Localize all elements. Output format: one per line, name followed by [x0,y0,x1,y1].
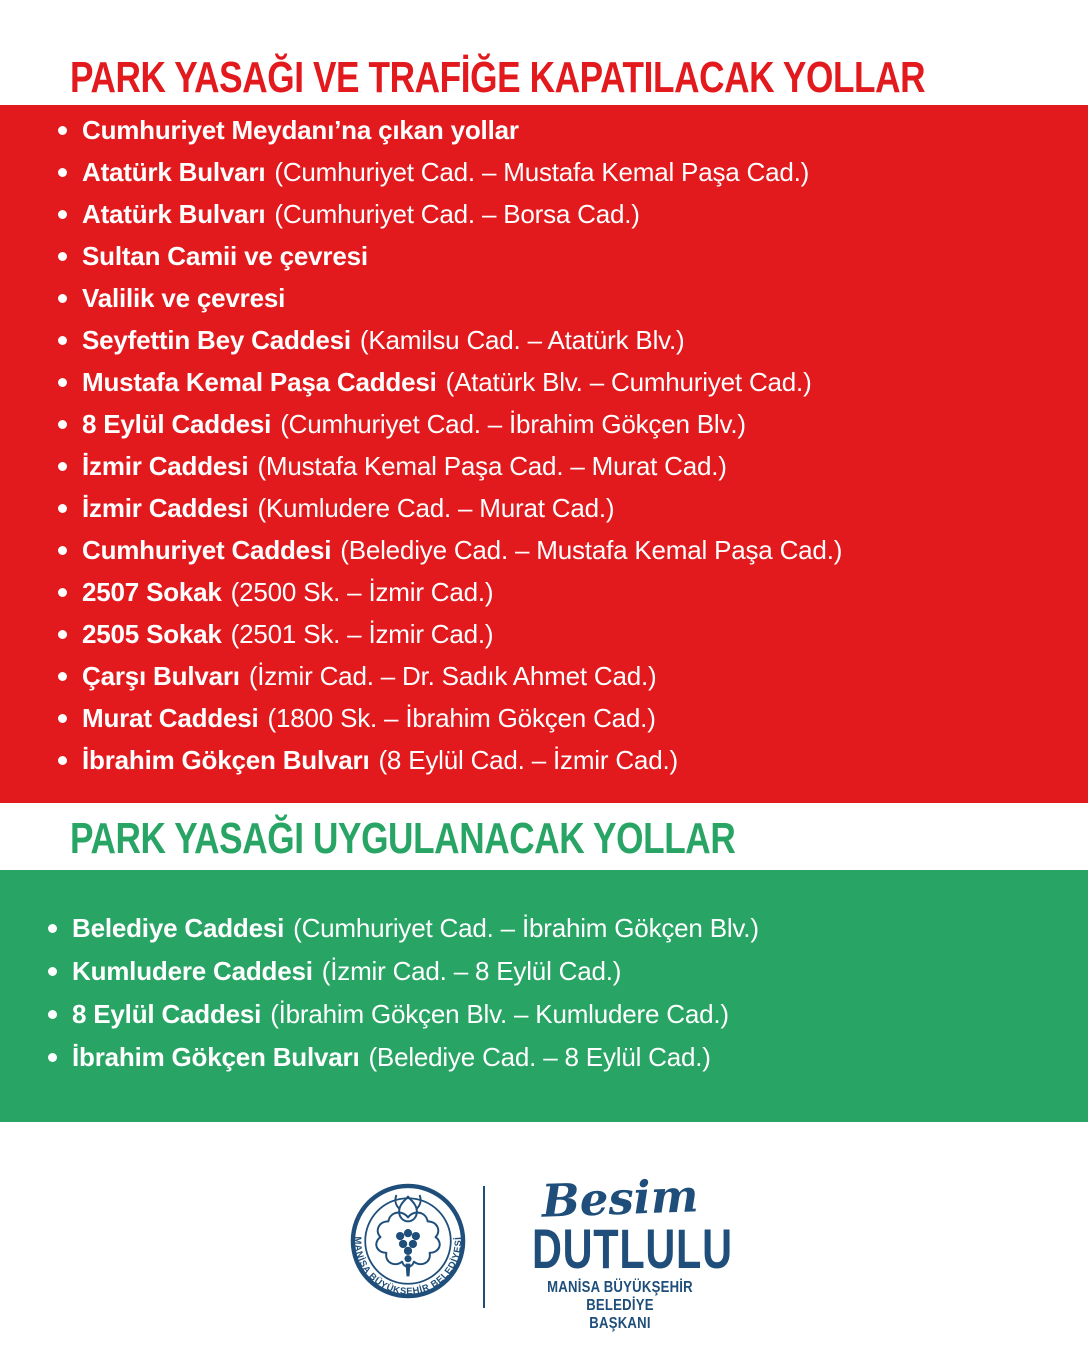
road-detail: (Cumhuriyet Cad. – Borsa Cad.) [274,198,640,229]
bullet-icon [58,335,67,345]
footer-divider [483,1186,485,1308]
road-item: 2505 Sokak (2501 Sk. – İzmir Cad.) [58,613,1064,655]
road-item: İzmir Caddesi (Mustafa Kemal Paşa Cad. –… [58,445,1064,487]
road-name: Cumhuriyet Caddesi [82,534,332,565]
mayor-title-line2: BAŞKANI [589,1315,651,1333]
road-name: Murat Caddesi [82,702,259,733]
road-name: 8 Eylül Caddesi [82,408,272,439]
road-item: İzmir Caddesi (Kumludere Cad. – Murat Ca… [58,487,1064,529]
road-item: Cumhuriyet Meydanı’na çıkan yollar [58,109,1064,151]
road-detail: (İzmir Cad. – Dr. Sadık Ahmet Cad.) [248,660,657,691]
parkban-roads-title: PARK YASAĞI UYGULANACAK YOLLAR [70,814,736,863]
road-detail: (İzmir Cad. – 8 Eylül Cad.) [321,956,622,986]
road-detail: (Kumludere Cad. – Murat Cad.) [257,492,615,523]
road-name: Çarşı Bulvarı [82,660,240,691]
road-name: Mustafa Kemal Paşa Caddesi [82,366,437,397]
bullet-icon [48,924,57,933]
road-name: 2507 Sokak [82,576,222,607]
road-item: 8 Eylül Caddesi (Cumhuriyet Cad. – İbrah… [58,403,1064,445]
road-name: Kumludere Caddesi [72,956,313,986]
bullet-icon [48,1010,57,1019]
road-item: Sultan Camii ve çevresi [58,235,1064,277]
tulip-icon [394,1194,422,1223]
bullet-icon [58,251,67,261]
parkban-roads-title-band: PARK YASAĞI UYGULANACAK YOLLAR [0,803,1088,870]
road-detail: (Mustafa Kemal Paşa Cad. – Murat Cad.) [257,450,727,481]
road-item: Belediye Caddesi (Cumhuriyet Cad. – İbra… [48,907,1064,950]
logo-outer-ring [350,1183,466,1299]
road-item: Kumludere Caddesi (İzmir Cad. – 8 Eylül … [48,950,1064,993]
road-item: 2507 Sokak (2500 Sk. – İzmir Cad.) [58,571,1064,613]
road-name: Belediye Caddesi [72,913,285,943]
mayor-title: MANİSA BÜYÜKŞEHİR BELEDİYE BAŞKANI [522,1279,717,1333]
footer: MANİSA BÜYÜKŞEHİR BELEDİYESİ [0,1122,1088,1350]
bullet-icon [58,293,67,303]
bullet-icon [58,167,67,177]
road-item: İbrahim Gökçen Bulvarı (8 Eylül Cad. – İ… [58,739,1064,781]
road-item: Valilik ve çevresi [58,277,1064,319]
grapes-icon [396,1229,420,1277]
road-detail: (Cumhuriyet Cad. – Mustafa Kemal Paşa Ca… [274,156,810,187]
road-name: Atatürk Bulvarı [82,198,266,229]
bullet-icon [58,755,67,765]
road-item: Seyfettin Bey Caddesi (Kamilsu Cad. – At… [58,319,1064,361]
road-name: Atatürk Bulvarı [82,156,266,187]
closed-roads-title: PARK YASAĞI VE TRAFİĞE KAPATILACAK YOLLA… [70,53,926,102]
stem-icon [405,1263,411,1277]
road-detail: (Belediye Cad. – Mustafa Kemal Paşa Cad.… [340,534,843,565]
bullet-icon [58,503,67,513]
bullet-icon [58,671,67,681]
road-item: Murat Caddesi (1800 Sk. – İbrahim Gökçen… [58,697,1064,739]
closed-roads-title-band: PARK YASAĞI VE TRAFİĞE KAPATILACAK YOLLA… [0,0,1088,105]
road-detail: (Belediye Cad. – 8 Eylül Cad.) [368,1042,711,1072]
road-name: Sultan Camii ve çevresi [82,240,368,271]
bullet-icon [58,377,67,387]
mayor-title-line1: MANİSA BÜYÜKŞEHİR BELEDİYE [547,1279,693,1315]
bullet-icon [58,125,67,135]
road-detail: (8 Eylül Cad. – İzmir Cad.) [378,744,678,775]
bullet-icon [58,629,67,639]
road-item: İbrahim Gökçen Bulvarı (Belediye Cad. – … [48,1036,1064,1079]
road-name: İzmir Caddesi [82,450,249,481]
road-name: 2505 Sokak [82,618,222,649]
bullet-icon [58,713,67,723]
road-item: Cumhuriyet Caddesi (Belediye Cad. – Must… [58,529,1064,571]
road-item: Atatürk Bulvarı (Cumhuriyet Cad. – Musta… [58,151,1064,193]
road-detail: (Atatürk Blv. – Cumhuriyet Cad.) [445,366,812,397]
logo-inner-ring [364,1197,452,1285]
road-name: İbrahim Gökçen Bulvarı [82,744,370,775]
bullet-icon [48,967,57,976]
bullet-icon [58,209,67,219]
road-item: Atatürk Bulvarı (Cumhuriyet Cad. – Borsa… [58,193,1064,235]
bullet-icon [58,461,67,471]
road-name: Seyfettin Bey Caddesi [82,324,351,355]
closed-roads-list: Cumhuriyet Meydanı’na çıkan yollar Atatü… [58,109,1064,781]
road-item: 8 Eylül Caddesi (İbrahim Gökçen Blv. – K… [48,993,1064,1036]
road-detail: (Kamilsu Cad. – Atatürk Blv.) [359,324,685,355]
parkban-roads-list: Belediye Caddesi (Cumhuriyet Cad. – İbra… [48,907,1064,1079]
bullet-icon [58,419,67,429]
road-name: 8 Eylül Caddesi [72,999,262,1029]
mayor-signature: Besim DUTLULU MANİSA BÜYÜKŞEHİR BELEDİYE… [501,1169,739,1333]
road-name: Valilik ve çevresi [82,282,286,313]
municipality-logo: MANİSA BÜYÜKŞEHİR BELEDİYESİ [350,1183,466,1299]
mayor-last-name: DUTLULU [531,1216,733,1280]
bullet-icon [58,587,67,597]
road-detail: (2500 Sk. – İzmir Cad.) [230,576,494,607]
road-detail: (1800 Sk. – İbrahim Gökçen Cad.) [267,702,656,733]
road-name: Cumhuriyet Meydanı’na çıkan yollar [82,114,519,145]
road-item: Çarşı Bulvarı (İzmir Cad. – Dr. Sadık Ah… [58,655,1064,697]
road-name: İzmir Caddesi [82,492,249,523]
closed-roads-section: Cumhuriyet Meydanı’na çıkan yollar Atatü… [0,105,1088,803]
parkban-roads-section: Belediye Caddesi (Cumhuriyet Cad. – İbra… [0,870,1088,1122]
road-detail: (İbrahim Gökçen Blv. – Kumludere Cad.) [270,999,729,1029]
road-detail: (2501 Sk. – İzmir Cad.) [230,618,494,649]
bullet-icon [58,545,67,555]
road-detail: (Cumhuriyet Cad. – İbrahim Gökçen Blv.) [280,408,746,439]
road-name: İbrahim Gökçen Bulvarı [72,1042,360,1072]
road-detail: (Cumhuriyet Cad. – İbrahim Gökçen Blv.) [293,913,759,943]
road-item: Mustafa Kemal Paşa Caddesi (Atatürk Blv.… [58,361,1064,403]
bullet-icon [48,1053,57,1062]
